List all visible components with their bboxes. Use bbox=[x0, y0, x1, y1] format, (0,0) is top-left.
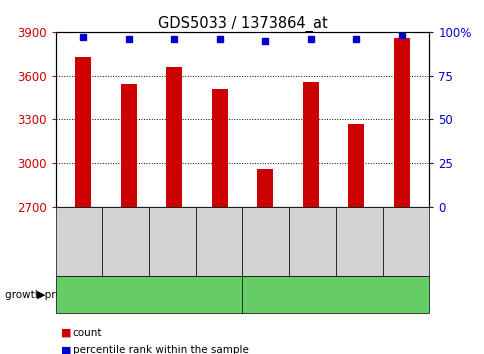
Bar bbox=[302, 82, 318, 207]
Text: GSM780665: GSM780665 bbox=[121, 215, 130, 268]
Text: GSM780668: GSM780668 bbox=[261, 215, 270, 268]
Text: GSM780669: GSM780669 bbox=[307, 215, 317, 268]
Bar bbox=[75, 57, 91, 207]
Bar bbox=[212, 89, 227, 207]
Text: pair-fed control diet (16 days): pair-fed control diet (16 days) bbox=[78, 290, 220, 299]
Bar bbox=[166, 67, 182, 207]
Text: GSM780671: GSM780671 bbox=[401, 215, 409, 268]
Bar bbox=[257, 169, 272, 207]
Bar bbox=[121, 84, 136, 207]
Text: percentile rank within the sample: percentile rank within the sample bbox=[73, 346, 248, 354]
Text: GSM780664: GSM780664 bbox=[75, 215, 83, 268]
Text: ▶: ▶ bbox=[37, 290, 45, 300]
Text: GSM780666: GSM780666 bbox=[167, 215, 177, 268]
Bar bbox=[348, 124, 363, 207]
Text: count: count bbox=[73, 328, 102, 338]
Bar bbox=[393, 38, 409, 207]
Text: ■: ■ bbox=[60, 328, 71, 338]
Text: ■: ■ bbox=[60, 346, 71, 354]
Text: GSM780667: GSM780667 bbox=[214, 215, 223, 268]
Text: GSM780670: GSM780670 bbox=[354, 215, 363, 268]
Title: GDS5033 / 1373864_at: GDS5033 / 1373864_at bbox=[157, 16, 327, 32]
Text: zinc-deficient diet (10 days) followed by
control diet (6 days): zinc-deficient diet (10 days) followed b… bbox=[249, 285, 422, 304]
Text: growth protocol: growth protocol bbox=[5, 290, 87, 300]
